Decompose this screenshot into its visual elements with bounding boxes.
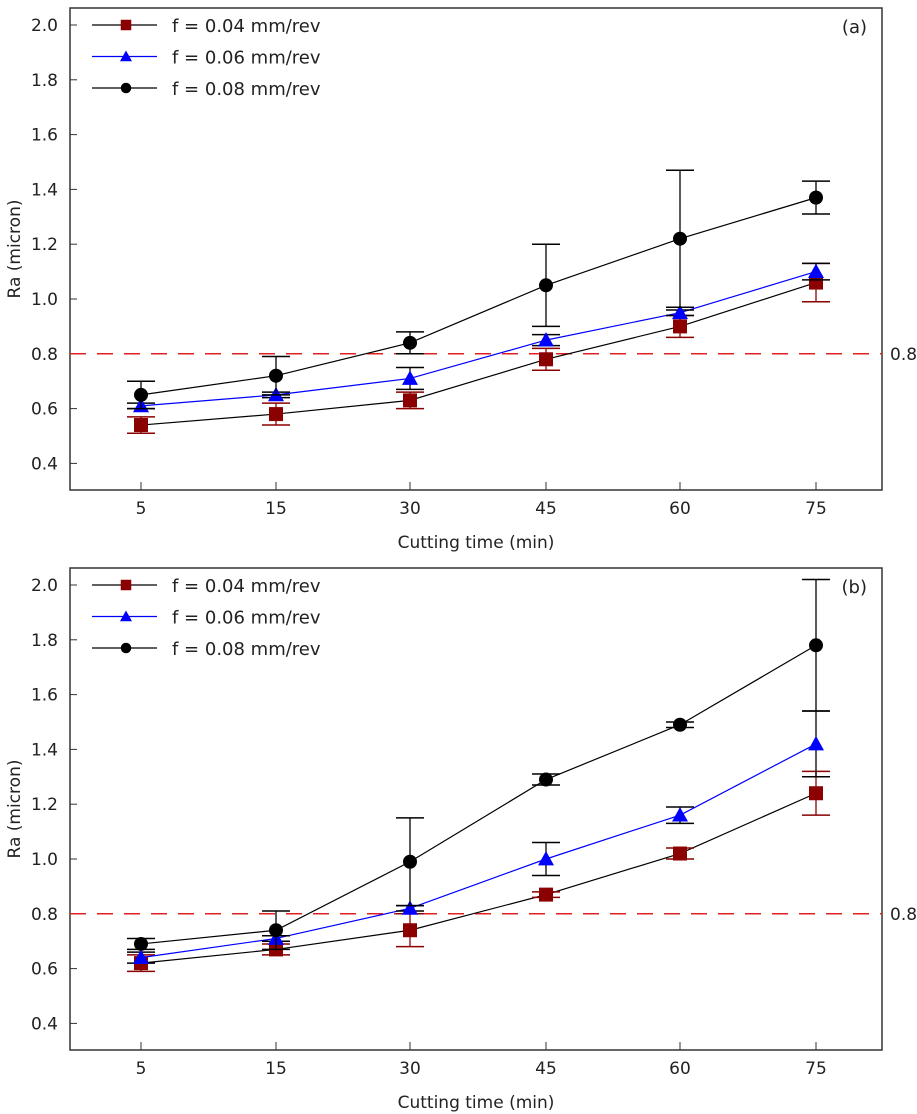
data-point — [808, 735, 824, 751]
data-point — [403, 923, 417, 938]
data-point — [134, 418, 148, 433]
legend-marker — [120, 642, 132, 654]
x-tick-label: 5 — [136, 1059, 147, 1079]
data-point — [673, 846, 687, 861]
data-point — [402, 900, 418, 915]
y-tick-label: 2.0 — [31, 16, 58, 36]
x-axis-label: Cutting time (min) — [398, 533, 555, 553]
series-line — [140, 281, 817, 426]
data-point — [269, 368, 283, 383]
y-tick-label: 1.8 — [31, 71, 58, 91]
x-tick-label: 60 — [669, 499, 691, 519]
data-point — [269, 407, 283, 422]
x-tick-label: 75 — [805, 1059, 827, 1079]
plot-frame — [69, 7, 883, 491]
legend-marker — [120, 610, 132, 622]
legend-label: f = 0.06 mm/rev — [172, 48, 321, 69]
data-point — [269, 923, 283, 938]
series-0: f = 0.04 mm/rev — [92, 576, 830, 973]
x-tick-label: 5 — [136, 499, 147, 519]
y-tick-label: 1.6 — [31, 126, 58, 146]
panel-label: (a) — [842, 17, 867, 38]
y-tick-label: 1.2 — [31, 795, 58, 815]
data-point — [134, 387, 148, 402]
series-1: f = 0.06 mm/rev — [92, 48, 830, 413]
series-line — [140, 271, 817, 407]
data-point — [673, 717, 687, 732]
y-tick-label: 1.2 — [31, 235, 58, 255]
plot-frame — [69, 567, 883, 1051]
x-tick-label: 15 — [265, 1059, 287, 1079]
data-point — [808, 263, 824, 278]
y-tick-label: 0.6 — [31, 400, 58, 420]
y-tick-label: 0.8 — [31, 345, 58, 365]
y-tick-label: 1.6 — [31, 686, 58, 706]
y-tick-label: 0.4 — [31, 1014, 58, 1034]
x-tick-label: 60 — [669, 1059, 691, 1079]
data-point — [403, 854, 417, 869]
x-tick-label: 45 — [535, 1059, 557, 1079]
x-tick-label: 30 — [399, 499, 421, 519]
data-point — [402, 370, 418, 385]
y-tick-label: 0.4 — [31, 454, 58, 474]
data-point — [538, 851, 554, 866]
panel-a: 0.4 0.6 0.8 1.0 1.2 1.4 1.6 1.8 2.0 5 15 30 45 60 75 Cu… — [5, 7, 917, 553]
data-point — [538, 332, 554, 347]
y-tick-label: 0.6 — [31, 960, 58, 980]
reference-line-label: 0.8 — [890, 905, 917, 925]
series-2: f = 0.08 mm/rev — [92, 79, 830, 410]
y-tick-label: 2.0 — [31, 576, 58, 596]
legend-marker — [120, 82, 132, 94]
legend-marker — [120, 19, 132, 31]
legend-label: f = 0.04 mm/rev — [172, 16, 321, 37]
y-tick-label: 1.8 — [31, 631, 58, 651]
y-axis-label: Ra (micron) — [5, 200, 25, 299]
data-point — [809, 638, 823, 653]
legend-label: f = 0.08 mm/rev — [172, 79, 321, 100]
data-point — [539, 278, 553, 293]
x-tick-label: 75 — [805, 499, 827, 519]
panel-b: 0.4 0.6 0.8 1.0 1.2 1.4 1.6 1.8 2.0 5 15 30 45 60 75 Cu… — [5, 567, 917, 1113]
x-tick-label: 45 — [535, 499, 557, 519]
y-axis-label: Ra (micron) — [5, 760, 25, 859]
x-tick-label: 15 — [265, 499, 287, 519]
legend-marker — [120, 579, 132, 591]
x-axis-label: Cutting time (min) — [398, 1093, 555, 1113]
data-point — [672, 304, 688, 320]
y-tick-label: 1.4 — [31, 180, 58, 200]
data-point — [539, 352, 553, 367]
series-line — [140, 792, 817, 964]
series-2: f = 0.08 mm/rev — [92, 578, 830, 951]
data-point — [809, 190, 823, 205]
data-point — [809, 275, 823, 290]
series-line — [140, 197, 817, 396]
legend-marker — [120, 50, 132, 62]
data-point — [403, 393, 417, 408]
y-tick-label: 1.0 — [31, 290, 58, 310]
legend-label: f = 0.04 mm/rev — [172, 576, 321, 597]
series-1: f = 0.06 mm/rev — [92, 608, 830, 965]
data-point — [672, 807, 688, 822]
x-tick-label: 30 — [399, 1059, 421, 1079]
data-point — [133, 949, 149, 965]
y-tick-label: 1.0 — [31, 850, 58, 870]
data-point — [539, 772, 553, 787]
panel-label: (b) — [842, 577, 867, 598]
y-tick-label: 0.8 — [31, 905, 58, 925]
y-tick-label: 1.4 — [31, 740, 58, 760]
data-point — [134, 936, 148, 951]
data-point — [673, 319, 687, 334]
data-point — [403, 335, 417, 350]
data-point — [673, 231, 687, 246]
data-point — [809, 786, 823, 801]
series-line — [140, 743, 817, 959]
legend-label: f = 0.08 mm/rev — [172, 639, 321, 660]
reference-line-label: 0.8 — [890, 345, 917, 365]
legend-label: f = 0.06 mm/rev — [172, 608, 321, 629]
series-line — [140, 644, 817, 945]
data-point — [539, 887, 553, 902]
